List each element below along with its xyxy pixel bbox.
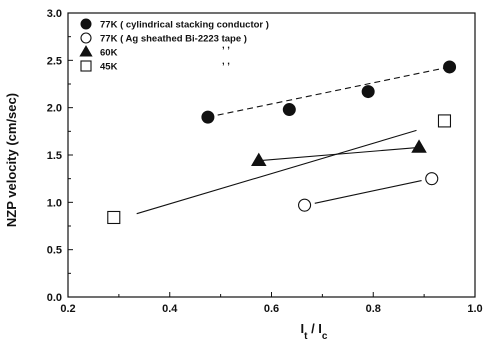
legend-label: 60K xyxy=(100,48,118,59)
y-tick-label: 2.0 xyxy=(47,103,62,115)
annotation-mark: , , xyxy=(222,40,230,51)
legend: 77K ( cylindrical stacking conductor ) 77… xyxy=(79,18,269,73)
y-tick-label: 3.0 xyxy=(47,8,62,20)
y-tick-label: 0.0 xyxy=(47,292,62,304)
data-point xyxy=(251,152,267,166)
y-axis-title: NZP velocity (cm/sec) xyxy=(4,93,19,227)
data-point xyxy=(425,172,439,186)
fit-line xyxy=(207,66,450,118)
data-point xyxy=(411,139,427,153)
data-point xyxy=(107,210,121,225)
legend-marker xyxy=(79,45,93,57)
x-tick-label: 0.4 xyxy=(162,303,178,315)
x-tick-label: 0.6 xyxy=(264,303,279,315)
fit-line xyxy=(314,180,422,204)
tick-layer: 0.2 0.4 0.6 0.8 1.0 0.0 0.5 1.0 1.5 2.0 2.5 3.0 xyxy=(47,8,483,315)
legend-label: 77K ( cylindrical stacking conductor ) xyxy=(100,20,269,31)
y-tick-label: 1.0 xyxy=(47,197,62,209)
legend-label: 77K ( Ag sheathed Bi-2223 tape ) xyxy=(100,34,247,45)
data-point xyxy=(298,198,312,212)
annotation-mark: , , xyxy=(222,56,230,67)
annotation-layer: , , , , xyxy=(222,40,230,67)
y-tick-label: 0.5 xyxy=(47,245,62,257)
data-point xyxy=(443,60,457,74)
x-tick-label: 1.0 xyxy=(467,303,482,315)
fit-line-layer xyxy=(136,66,450,215)
legend-marker xyxy=(80,60,92,72)
data-point xyxy=(201,110,215,124)
y-tick-label: 1.5 xyxy=(47,150,62,162)
x-axis-title: It / Ic xyxy=(301,321,328,341)
legend-marker xyxy=(80,32,92,44)
x-tick-label: 0.2 xyxy=(60,303,75,315)
data-point xyxy=(282,103,296,117)
data-point xyxy=(361,85,375,99)
plot-frame xyxy=(67,12,476,298)
legend-label: 45K xyxy=(100,62,118,73)
fit-line xyxy=(136,129,417,215)
legend-marker xyxy=(80,18,92,30)
data-point xyxy=(437,114,452,128)
data-point-layer xyxy=(107,60,457,225)
y-tick-label: 2.5 xyxy=(47,55,62,67)
x-tick-label: 0.8 xyxy=(366,303,381,315)
